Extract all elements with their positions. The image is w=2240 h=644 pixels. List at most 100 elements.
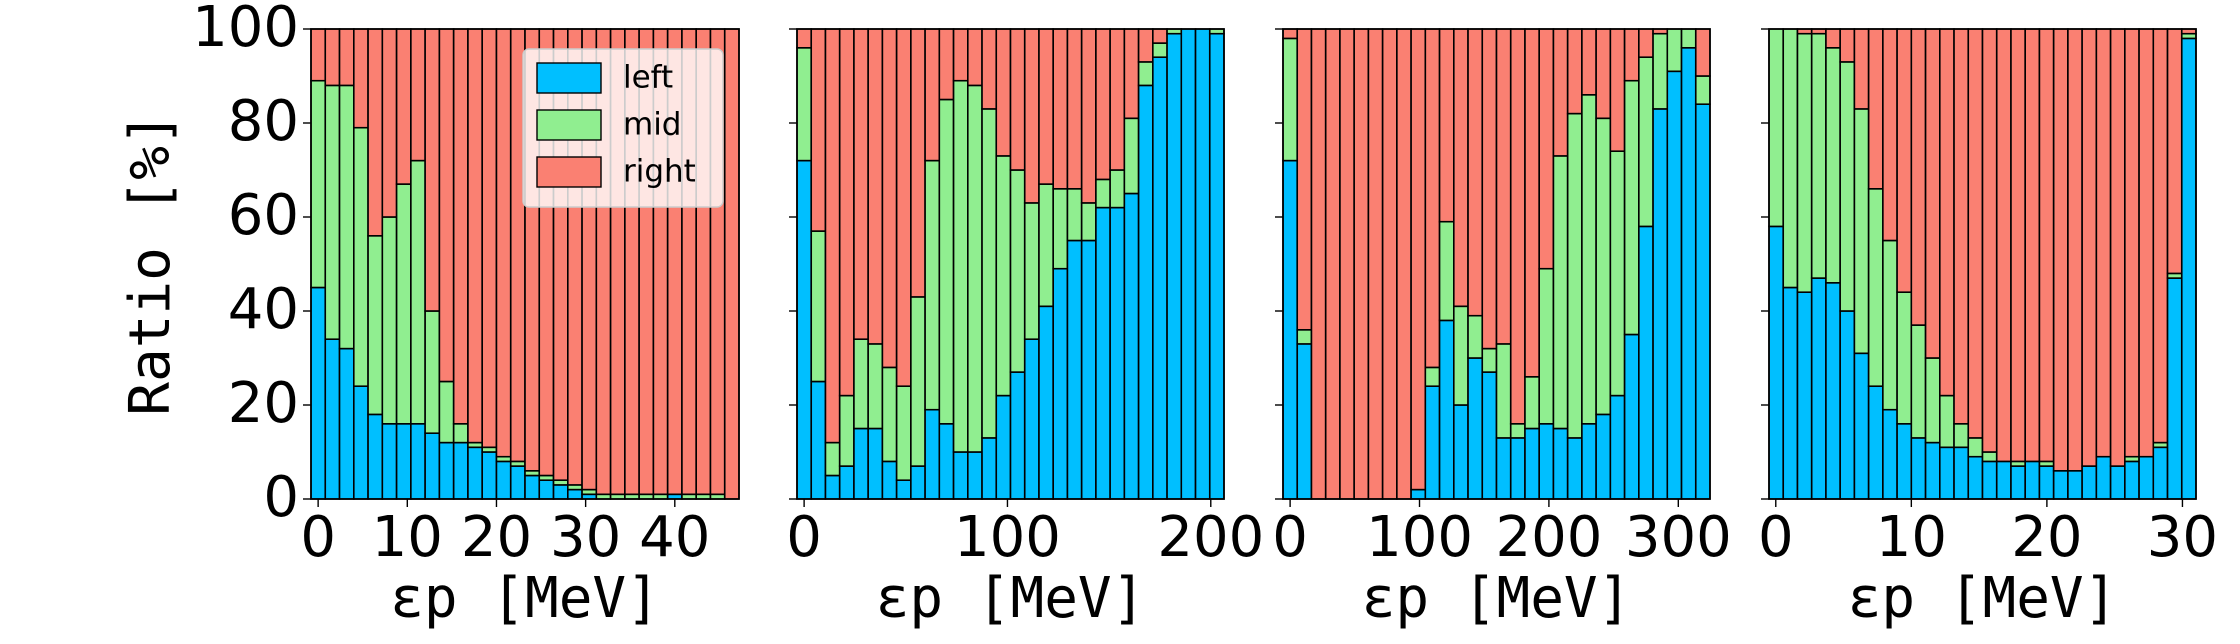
bar-segment [1123, 192, 1140, 500]
bar-segment [2152, 446, 2169, 500]
bar-segment [1939, 394, 1955, 449]
bar-segment [2124, 28, 2140, 458]
x-tick-label: 10 [372, 505, 443, 570]
bar-segment [952, 451, 969, 500]
bar-segment [438, 28, 455, 383]
bar-segment [1481, 347, 1498, 373]
bar-segment [1524, 427, 1541, 500]
bar-segment [1981, 28, 1998, 453]
bar-segment [981, 28, 998, 110]
bar-segment [1680, 46, 1697, 500]
bar-segment [1995, 28, 2012, 463]
bar-segment [1666, 28, 1683, 73]
bar-segment [1467, 28, 1484, 317]
bar-segment [467, 446, 483, 500]
bar-segment [1080, 28, 1097, 204]
bar-segment [1638, 28, 1654, 59]
panel: 0 10 20 30 εp [MeV] [1758, 28, 2218, 631]
bar-segment [1623, 28, 1640, 82]
bar-segment [1467, 357, 1484, 500]
bar-segment [1910, 28, 1927, 326]
bar-segment [1953, 446, 1970, 500]
bar-segment [410, 159, 426, 425]
bar-segment [1995, 460, 2012, 500]
bar-segment [2024, 460, 2041, 500]
bar-segment [924, 408, 941, 500]
bar-segment [838, 465, 855, 500]
bar-segment [381, 28, 398, 218]
bar-segment [338, 28, 355, 87]
bar-segment [910, 28, 926, 298]
bar-segment [1453, 404, 1469, 500]
bar-segment [910, 296, 926, 467]
legend-label: right [623, 154, 696, 190]
bar-segment [1052, 188, 1069, 270]
bar-segment [1896, 28, 1913, 294]
bar-segment [824, 28, 841, 444]
bar-segment [552, 484, 569, 500]
bar-segment [938, 422, 955, 500]
bar-segment [1924, 357, 1941, 444]
bar-segment [1867, 385, 1884, 500]
bar-segment [495, 28, 512, 458]
bar-segment [395, 183, 412, 425]
bar-segment [2152, 28, 2169, 444]
bar-segment [410, 28, 426, 162]
bar-segment [1810, 32, 1827, 279]
bar-segment [338, 84, 355, 350]
bar-segment [1552, 28, 1569, 157]
plot-frame [796, 28, 1225, 500]
bar-segment [881, 366, 898, 463]
bar-segment [1825, 28, 1841, 49]
bar-segment [1609, 394, 1626, 500]
bar-segment [1066, 28, 1083, 190]
x-tick-label: 0 [786, 505, 822, 570]
y-tick-label: 100 [192, 0, 299, 60]
bar-segment [1052, 267, 1069, 500]
y-axis-label: Ratio [%] [118, 112, 183, 415]
bar-segment [2124, 460, 2140, 500]
bar-segment [1867, 188, 1884, 387]
bar-segment [924, 159, 941, 411]
bar-segment [381, 422, 398, 500]
bar-segment [324, 84, 341, 341]
bar-segment [1495, 343, 1512, 439]
bar-segment [1638, 225, 1654, 500]
bar-segment [1595, 28, 1612, 120]
bar-segment [324, 28, 341, 87]
bar-segment [424, 28, 441, 312]
bar-segment [881, 28, 898, 369]
bar-segment [1981, 451, 1998, 463]
bar-segment [2166, 277, 2183, 500]
x-tick-label: 200 [1157, 505, 1264, 570]
bar-segment [1680, 28, 1697, 49]
bar-segment [452, 441, 469, 500]
bar-segment [1967, 455, 1984, 500]
bar-segment [1825, 46, 1841, 284]
bar-segment [1924, 441, 1941, 500]
bar-segment [1566, 28, 1583, 115]
bar-segment [1694, 28, 1711, 77]
bar-segment [1853, 28, 1870, 110]
bar-segment [1208, 32, 1225, 500]
bar-segment [2024, 28, 2041, 463]
bar-segment [1453, 305, 1469, 406]
bar-segment [1694, 103, 1711, 500]
bar-segment [1939, 446, 1955, 500]
bar-segment [566, 488, 583, 500]
bar-segment [1310, 28, 1327, 500]
bar-segment [938, 98, 955, 425]
bar-segment [1282, 37, 1299, 162]
bar-segment [310, 286, 327, 500]
bar-segment [2010, 28, 2027, 463]
bar-segment [1453, 28, 1469, 308]
bar-segment [481, 451, 498, 500]
bar-segment [1896, 422, 1913, 500]
bar-segment [310, 28, 327, 82]
bar-segment [1953, 422, 1970, 449]
bar-segment [438, 441, 455, 500]
bar-segment [1796, 32, 1813, 294]
bar-segment [1023, 28, 1040, 204]
